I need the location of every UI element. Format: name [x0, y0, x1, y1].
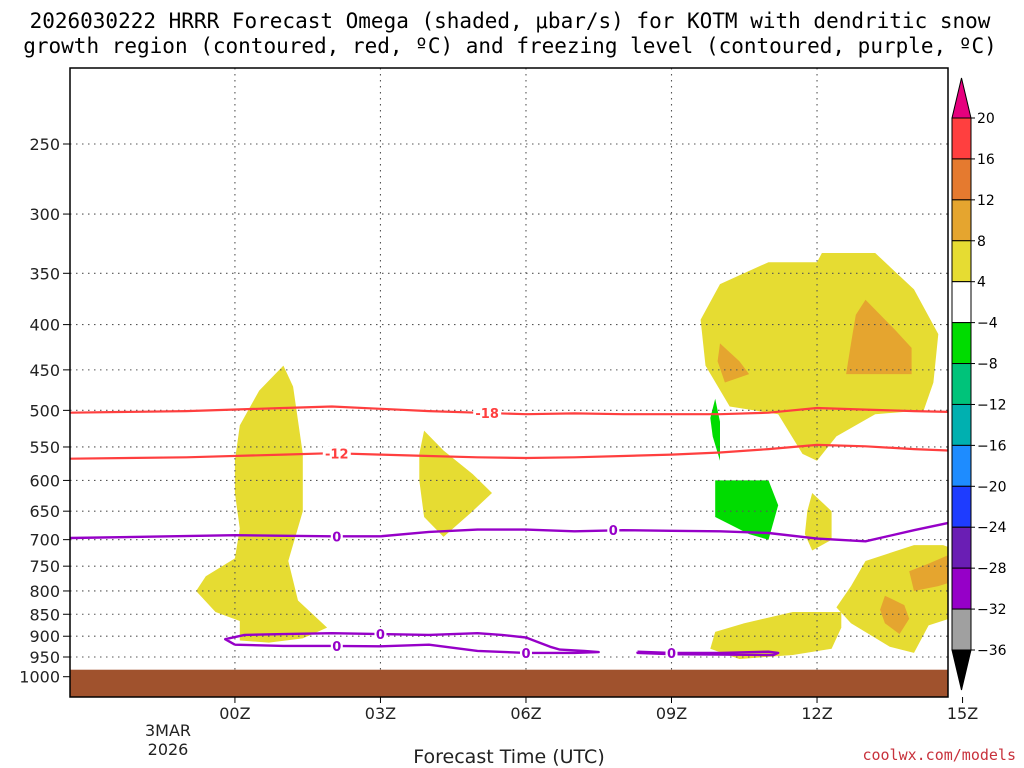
colorbar-label-1: 16 [977, 152, 995, 168]
y-tick-label-400: 400 [29, 316, 60, 335]
freezing-contour-label-5: 0 [667, 647, 676, 662]
colorbar-label-9: −20 [977, 479, 1007, 495]
omega-region-2 [710, 398, 720, 461]
x-tick-label-12Z: 12Z [801, 704, 832, 723]
y-tick-label-550: 550 [29, 438, 60, 457]
omega-region-6 [717, 343, 750, 383]
y-tick-label-700: 700 [29, 531, 60, 550]
y-tick-label-1000: 1000 [19, 668, 60, 687]
freezing-contour-label-bg-0 [330, 529, 343, 544]
colorbar-bin-7 [951, 403, 972, 446]
dendritic-contour-label-bg-1 [322, 446, 351, 461]
freezing-contour-label-bg-4 [519, 645, 532, 660]
x-date-label-month: 3MAR [145, 721, 191, 740]
freezing-contour-line-0 [70, 521, 948, 543]
dendritic-contour-label-1: -12 [325, 447, 349, 462]
x-date-label-year: 2026 [148, 740, 189, 759]
colorbar-bin-6 [951, 363, 972, 405]
y-tick-label-500: 500 [29, 401, 60, 420]
dendritic-contour-line-0 [70, 405, 948, 416]
freezing-contour-label-0: 0 [332, 530, 341, 545]
y-axis-ticks: 250 300 350 400 450 500 550 600 650 700 750 800 850 9… [19, 135, 70, 687]
colorbar-label-4: 4 [977, 275, 986, 291]
y-tick-label-900: 900 [29, 627, 60, 646]
colorbar-label-7: −12 [977, 397, 1007, 413]
omega-region-3 [715, 480, 779, 540]
freezing-contour-label-bg-2 [330, 638, 343, 653]
freezing-contour-label-bg-3 [374, 627, 387, 642]
colorbar-bin-9 [951, 485, 972, 528]
y-tick-label-850: 850 [29, 605, 60, 624]
x-tick-label-09Z: 09Z [656, 704, 687, 723]
freezing-contour-line-5 [636, 650, 780, 657]
colorbar-bin-0 [951, 117, 972, 160]
x-axis-label: Forecast Time (UTC) [413, 746, 604, 768]
omega-region-5 [846, 299, 912, 375]
y-tick-label-350: 350 [29, 264, 60, 283]
colorbar-label-8: −16 [977, 438, 1007, 454]
colorbar-label-10: −24 [977, 520, 1007, 536]
freezing-contour-label-bg-1 [607, 523, 620, 538]
colorbar-label-5: −4 [977, 316, 998, 332]
colorbar-bin-3 [951, 240, 972, 283]
colorbar-legend: 20 16 12 8 4 −4 −8 −12 −16 −20 −24 −28 −32 −36 [951, 77, 1007, 691]
colorbar-label-2: 12 [977, 193, 995, 209]
colorbar-label-12: −32 [977, 602, 1007, 618]
colorbar-bin-4 [951, 281, 972, 324]
freezing-contour-line-2 [224, 632, 600, 655]
y-tick-label-600: 600 [29, 471, 60, 490]
omega-region-0 [196, 365, 328, 643]
omega-region-7 [804, 493, 832, 551]
colorbar-bin-1 [951, 158, 972, 201]
x-tick-label-06Z: 06Z [510, 704, 541, 723]
x-tick-label-00Z: 00Z [219, 704, 250, 723]
chart-title-line1: 2026030222 HRRR Forecast Omega (shaded, … [30, 9, 991, 33]
colorbar-top-arrow [951, 77, 972, 119]
y-tick-label-300: 300 [29, 205, 60, 224]
colorbar-label-13: −36 [977, 643, 1007, 659]
x-tick-label-15Z: 15Z [947, 704, 978, 723]
colorbar-bin-2 [951, 199, 972, 242]
freezing-contour-label-4: 0 [521, 647, 530, 662]
colorbar-bin-10 [951, 526, 972, 569]
dendritic-contour-label-bg-0 [473, 405, 502, 420]
freezing-contour-label-2: 0 [332, 640, 341, 655]
omega-region-4 [700, 253, 939, 461]
y-tick-label-800: 800 [29, 582, 60, 601]
colorbar-label-0: 20 [977, 111, 995, 127]
x-tick-label-03Z: 03Z [365, 704, 396, 723]
plot-frame [69, 67, 949, 698]
dendritic-contour-label-0: -18 [475, 407, 499, 422]
omega-region-11 [880, 595, 910, 635]
y-tick-label-950: 950 [29, 648, 60, 667]
y-tick-label-250: 250 [29, 135, 60, 154]
colorbar-bottom-arrow [951, 649, 972, 691]
colorbar-label-3: 8 [977, 234, 986, 250]
x-axis-ticks: 00Z 03Z 06Z 09Z 12Z 15Z [219, 697, 978, 723]
freezing-contour-label-1: 0 [609, 524, 618, 539]
omega-region-8 [710, 612, 842, 659]
plot-area: -18 -12 0 0 0 0 0 0 [69, 67, 949, 698]
credit-text: coolwx.com/models [862, 746, 1016, 764]
colorbar-label-11: −28 [977, 561, 1007, 577]
omega-region-10 [909, 555, 948, 591]
y-tick-label-650: 650 [29, 502, 60, 521]
ground-terrain [70, 669, 948, 697]
colorbar-bin-11 [951, 567, 972, 610]
colorbar-label-6: −8 [977, 357, 998, 373]
colorbar-bin-12 [951, 608, 972, 651]
freezing-contour-label-3: 0 [376, 628, 385, 643]
plot-inner: -18 -12 0 0 0 0 0 0 [70, 68, 948, 697]
dendritic-contour-line-1 [70, 443, 948, 460]
colorbar-bin-8 [951, 444, 972, 487]
y-tick-label-450: 450 [29, 361, 60, 380]
chart-title-line2: growth region (contoured, red, ºC) and f… [23, 34, 997, 58]
freezing-contour-label-bg-5 [665, 645, 678, 660]
colorbar-bin-5 [951, 322, 972, 365]
y-tick-label-750: 750 [29, 557, 60, 576]
